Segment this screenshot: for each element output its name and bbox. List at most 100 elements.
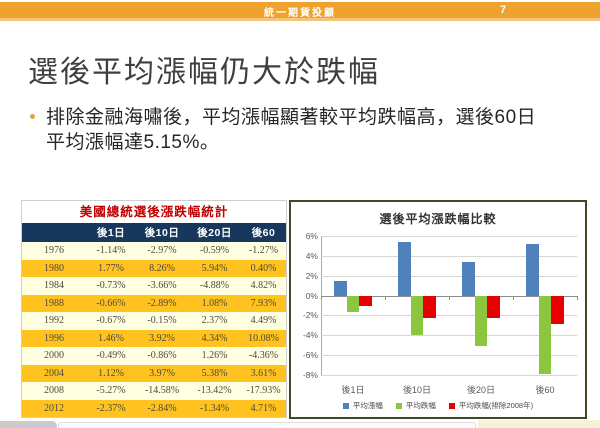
table-cell-value: 7.93% [250, 297, 277, 309]
table-cell-year: 1996 [44, 332, 64, 344]
table-cell-value: 3.97% [149, 367, 175, 379]
table-cell-value: -1.34% [199, 402, 230, 414]
bar-chart: 選後平均漲跌幅比較 6% 4% 2% 0% -2% -4% -6% -8% 後1日 後10日 後2… [289, 200, 587, 419]
legend-label: 平均跌幅 [405, 401, 436, 410]
table-cell-value: -4.88% [199, 280, 230, 292]
bar-平均跌幅(排除2008年)-後60 [551, 295, 565, 324]
category-tick [321, 295, 322, 300]
table-cell-value: 4.71% [250, 402, 277, 414]
bar-平均跌幅(排除2008年)-後20日 [487, 295, 501, 319]
table-cell-value: -0.86% [147, 350, 177, 362]
gridline [321, 255, 577, 257]
table-cell-value: 3.61% [250, 367, 277, 379]
table-cell-value: 2.37% [201, 315, 228, 327]
table-cell-value: -1.27% [248, 245, 279, 257]
legend-label: 平均漲幅 [352, 401, 383, 410]
legend-marker-icon [448, 402, 455, 409]
gridline [321, 355, 577, 357]
table-title: 美國總統選後漲跌幅統計 [22, 201, 286, 223]
y-tick-label: 2% [305, 270, 318, 281]
table-cell-value: -4.36% [248, 350, 279, 362]
table-row: 1996 1.46% 3.92% 4.34% 10.08% [22, 329, 286, 347]
table-row: 2000 -0.49% -0.86% 1.26% -4.36% [22, 347, 286, 365]
table-cell-year: 2008 [44, 385, 64, 397]
brand-title: 統一期貨投顧 [264, 8, 336, 19]
table-cell-value: 0.40% [250, 262, 277, 274]
x-tick-label: 後1日 [341, 385, 365, 395]
table-cell-value: -2.89% [147, 297, 177, 309]
table-cell-year: 1988 [44, 297, 64, 309]
table-row: 1992 -0.67% -0.15% 2.37% 4.49% [22, 312, 286, 330]
table-cell-value: 4.34% [201, 332, 228, 344]
table-cell-value: 8.26% [149, 262, 175, 274]
y-tick-label: -8% [302, 370, 318, 380]
bar-平均跌幅-後10日 [410, 295, 424, 336]
table-row: 1976 -1.14% -2.97% -0.59% -1.27% [22, 242, 286, 260]
legend-item: 平均漲幅 [342, 400, 383, 411]
gridline [321, 335, 577, 337]
bar-平均漲幅-後20日 [461, 261, 475, 296]
x-tick-label: 後60 [535, 385, 555, 395]
table-row: 2012 -2.37% -2.84% -1.34% 4.71% [22, 399, 286, 417]
table-cell-value: 4.82% [250, 280, 277, 292]
x-tick-label: 後20日 [466, 385, 495, 395]
stats-table: 美國總統選後漲跌幅統計 後1日 後10日 後20日 後60 1976 -1.14% -2.… [21, 200, 287, 418]
table-cell-year: 1976 [44, 245, 64, 257]
bullet-line-1: 排除金融海嘯後，平均漲幅顯著較平均跌幅高，選後60日 [46, 107, 537, 128]
table-cell-value: -2.97% [147, 245, 177, 257]
table-cell-value: -5.27% [96, 385, 126, 397]
page-fragment-left [0, 421, 57, 428]
table-cell-value: -0.49% [96, 350, 126, 362]
table-cell-value: -0.15% [147, 315, 177, 327]
table-cell-value: 1.08% [201, 297, 228, 309]
category-tick [513, 295, 514, 300]
table-cell-value: -0.66% [96, 297, 126, 309]
y-axis-line [321, 236, 322, 375]
bar-平均漲幅-後1日 [333, 281, 347, 296]
bar-平均跌幅-後20日 [474, 295, 488, 346]
chart-title: 選後平均漲跌幅比較 [379, 212, 497, 226]
table-cell-value: -3.66% [147, 280, 177, 292]
gridline [321, 375, 577, 376]
legend-marker-icon [395, 402, 402, 409]
table-row: 1980 1.77% 8.26% 5.94% 0.40% [22, 259, 286, 277]
table-cell-value: 5.94% [201, 262, 228, 274]
table-header-cell: 後1日 [96, 227, 126, 239]
bar-平均漲幅-後10日 [397, 242, 411, 296]
chart-plot-area [321, 236, 578, 376]
y-tick-label: -2% [302, 310, 318, 321]
table-row: 1984 -0.73% -3.66% -4.88% 4.82% [22, 277, 286, 295]
legend-item: 平均跌幅(排除2008年) [448, 400, 534, 411]
bullet-line-2: 平均漲幅達5.15%。 [46, 132, 220, 154]
table-header-row: 後1日 後10日 後20日 後60 [22, 223, 286, 242]
table-row: 2004 1.12% 3.97% 5.38% 3.61% [22, 364, 286, 382]
category-tick [577, 295, 578, 300]
table-cell-value: -14.58% [144, 385, 180, 397]
table-cell-value: 4.49% [250, 315, 277, 327]
table-cell-value: 1.46% [98, 332, 124, 344]
table-cell-year: 2004 [44, 367, 64, 379]
table-header-cell: 後60 [251, 227, 276, 239]
table-cell-value: 1.77% [98, 262, 124, 274]
table-cell-value: 1.26% [201, 350, 228, 362]
legend-label: 平均跌幅(排除2008年) [458, 401, 534, 410]
table-cell-year: 2000 [44, 350, 64, 362]
table-cell-value: -0.59% [199, 245, 230, 257]
chart-legend: 平均漲幅 平均跌幅 平均跌幅(排除2008年) [291, 400, 585, 411]
y-tick-label: -6% [302, 350, 318, 361]
table-row: 2008 -5.27% -14.58% -13.42% -17.93% [22, 382, 286, 400]
legend-marker-icon [342, 402, 349, 409]
bullet-item: 排除金融海嘯後，平均漲幅顯著較平均跌幅高，選後60日 平均漲幅達5.15%。 [30, 105, 586, 155]
bullet-icon [30, 114, 35, 119]
y-tick-label: -4% [302, 330, 318, 341]
table-header-cell: 後20日 [197, 227, 232, 239]
bar-平均跌幅-後60 [538, 295, 552, 374]
y-tick-label: 4% [305, 250, 318, 261]
table-cell-year: 2012 [44, 402, 64, 414]
bar-平均跌幅(排除2008年)-後10日 [423, 295, 437, 318]
gridline [321, 315, 577, 317]
table-cell-year: 1992 [44, 315, 64, 327]
table-cell-year: 1984 [44, 280, 64, 292]
y-tick-label: 0% [305, 290, 318, 301]
table-body: 1976 -1.14% -2.97% -0.59% -1.27% 1980 1.77% 8.2… [22, 242, 286, 417]
